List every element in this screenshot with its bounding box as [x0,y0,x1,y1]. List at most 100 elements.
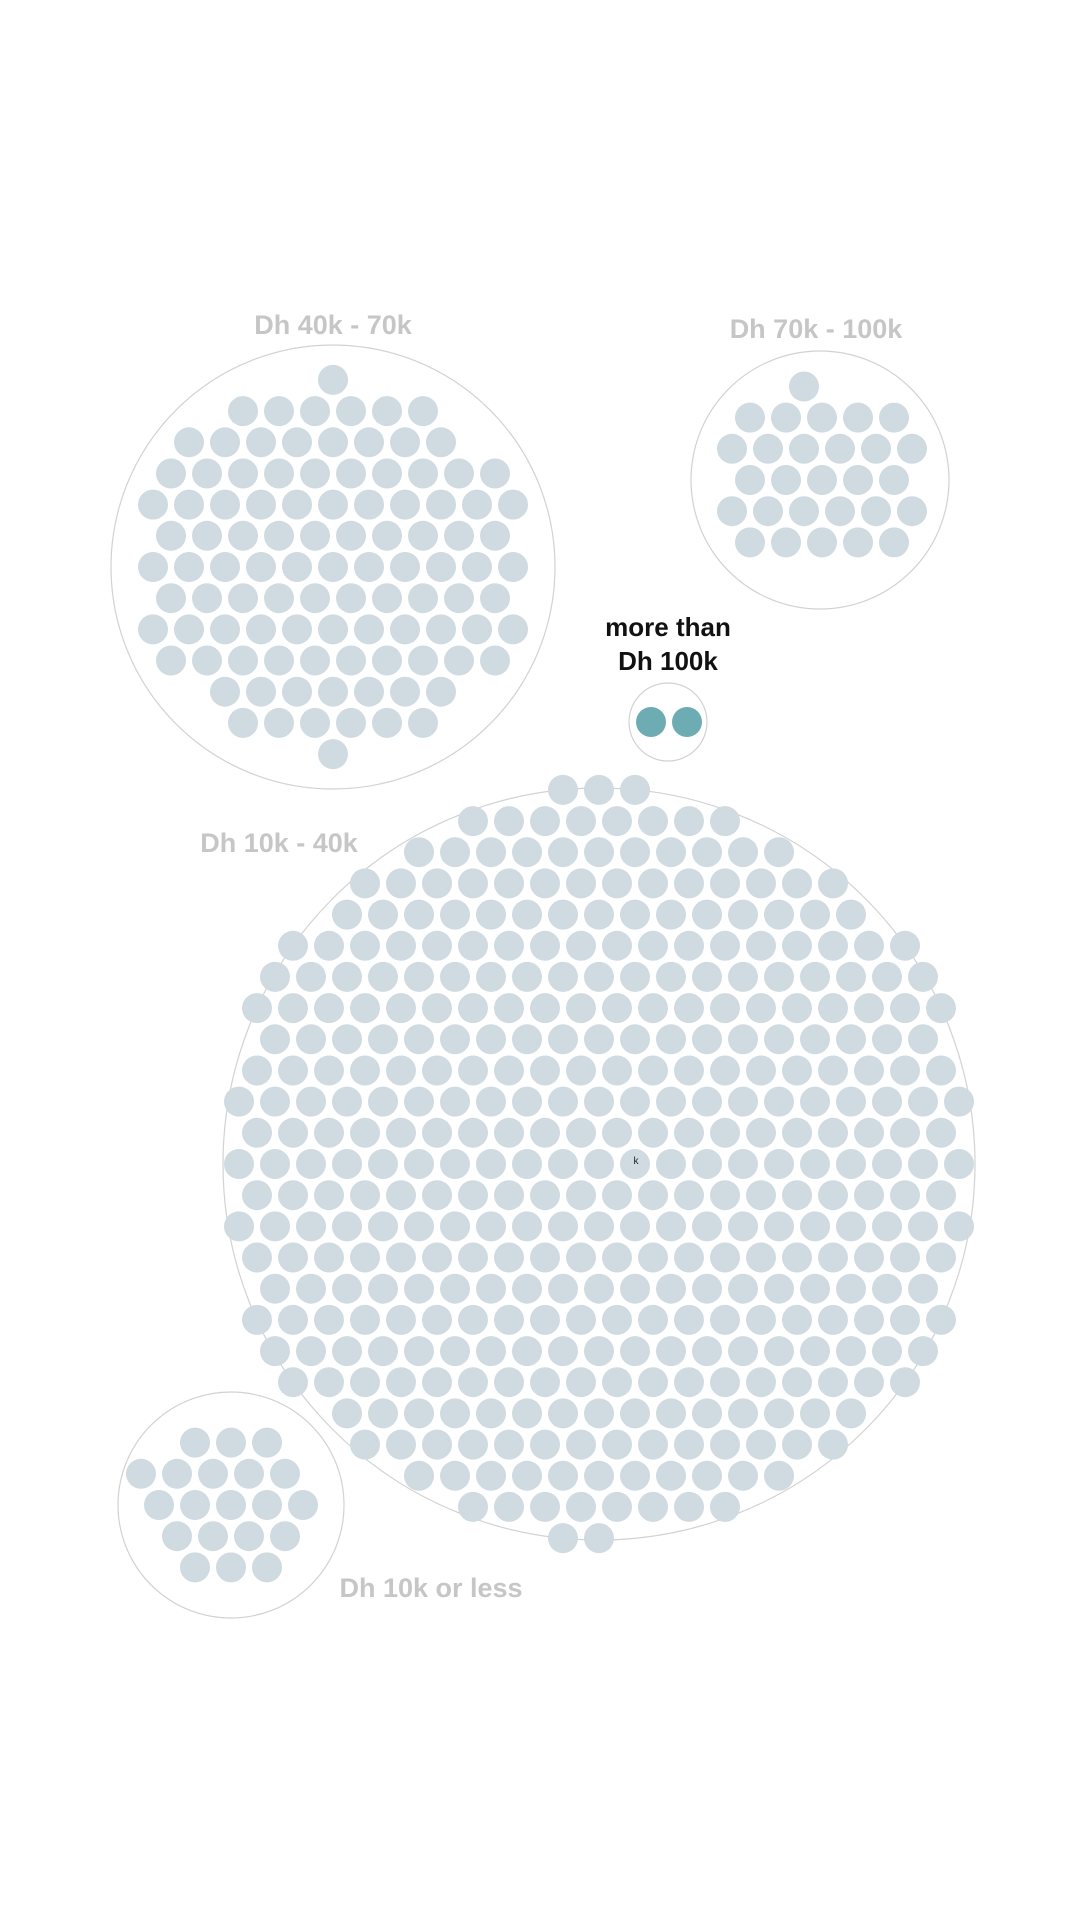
person-dot [656,1086,686,1117]
person-dot [242,1180,272,1211]
person-dot [872,1086,902,1117]
person-dot [174,614,204,645]
person-dot [656,1273,686,1304]
person-dot [180,1490,210,1520]
person-dot [710,1180,740,1211]
person-dot [318,552,348,582]
person-dot [861,433,891,464]
person-dot [879,465,909,495]
person-dot [548,1211,578,1242]
person-dot [422,930,452,961]
person-dot [620,1086,650,1117]
person-dot [735,465,765,495]
person-dot [854,1180,884,1211]
person-dot [638,1491,668,1522]
person-dot [372,520,402,551]
person-dot [692,1336,722,1367]
person-dot [530,1180,560,1211]
person-dot [807,465,837,495]
person-dot [728,1149,758,1179]
person-dot [314,993,344,1024]
person-dot [717,496,747,527]
person-dot [728,1211,758,1242]
person-dot [336,458,366,489]
person-dot [926,1304,956,1335]
person-dot [242,1117,272,1148]
person-dot [854,1304,884,1335]
person-dot [494,1429,524,1460]
person-dot [944,1149,974,1179]
person-dot [422,1304,452,1335]
person-dot [234,1521,264,1552]
person-dot [584,1398,614,1429]
person-dot [494,806,524,837]
group-boundary [110,344,556,790]
person-dot [252,1552,282,1583]
person-dot [782,1242,812,1273]
person-dot [764,837,794,868]
person-dot [908,1273,938,1304]
group-boundary [690,350,950,610]
person-dot [404,1211,434,1242]
person-dot [728,1398,758,1429]
person-dot [825,496,855,527]
person-dot [476,961,506,992]
person-dot [444,583,474,614]
group-dh-70k-100k: Dh 70k - 100k [690,314,950,610]
person-dot [602,1117,632,1148]
person-dot [728,899,758,930]
person-dot [782,1367,812,1398]
person-dot [800,1336,830,1367]
person-dot [422,1242,452,1273]
group-dh-40k-70k: Dh 40k - 70k [110,310,556,790]
person-dot [548,1273,578,1304]
person-dot [602,868,632,899]
person-dot [897,433,927,464]
person-dot [270,1521,300,1552]
person-dot [126,1458,156,1489]
person-dot [318,739,348,770]
person-dot [314,1304,344,1335]
person-dot [771,402,801,433]
person-dot [426,614,456,645]
person-dot [530,1367,560,1398]
person-dot [602,1429,632,1460]
person-dot [566,993,596,1024]
person-dot [440,1211,470,1242]
person-dot [162,1521,192,1552]
person-dot [260,1149,290,1179]
person-dot [198,1521,228,1552]
person-dot [300,707,330,738]
person-dot [710,1367,740,1398]
person-dot [908,1024,938,1055]
person-dot [872,961,902,992]
person-dot [350,993,380,1024]
person-dot [440,1460,470,1491]
person-dot [753,496,783,527]
person-dot [548,1398,578,1429]
person-dot [890,993,920,1024]
person-dot [210,676,240,707]
person-dot [426,427,456,458]
person-dot [260,1336,290,1367]
person-dot [674,806,704,837]
person-dot [656,1024,686,1055]
person-dot [548,1336,578,1367]
person-dot [584,1211,614,1242]
person-dot [426,676,456,707]
person-dot [800,1086,830,1117]
person-dot [314,1367,344,1398]
person-dot [908,1086,938,1117]
person-dot [638,1304,668,1335]
person-dot [476,1149,506,1179]
person-dot [318,676,348,707]
person-dot [458,1367,488,1398]
person-dot [242,1055,272,1086]
person-dot [692,1149,722,1179]
person-dot [476,837,506,868]
person-dot [602,1304,632,1335]
person-dot [674,1180,704,1211]
person-dot [602,1367,632,1398]
person-dot [408,396,438,427]
person-dot [494,1367,524,1398]
